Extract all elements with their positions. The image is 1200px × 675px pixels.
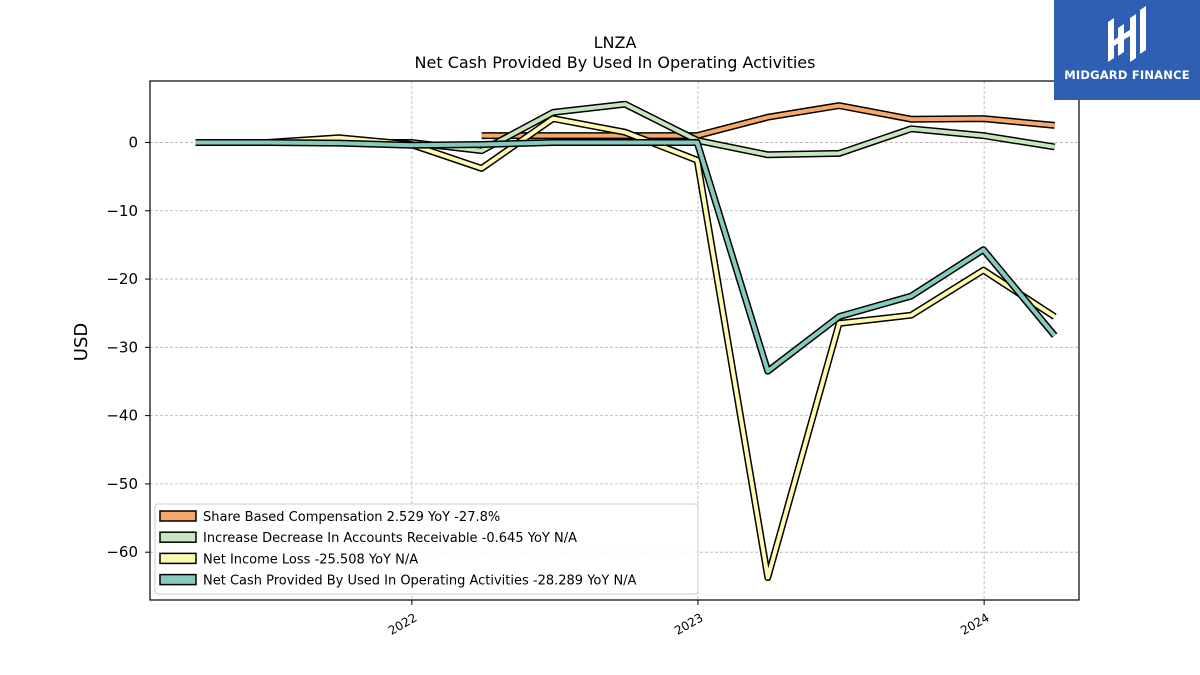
legend-entry-label: Increase Decrease In Accounts Receivable… <box>203 531 577 546</box>
series-1 <box>481 102 1056 140</box>
x-axis: 2022 2023 2024 <box>386 600 992 638</box>
x-tick-label: 2022 <box>386 610 419 637</box>
legend-entry-label: Share Based Compensation 2.529 YoY -27.8… <box>203 510 500 525</box>
series-line <box>195 140 1057 374</box>
series-4 <box>195 139 1058 375</box>
y-tick-label: −40 <box>106 407 138 425</box>
series-line <box>195 116 1056 580</box>
y-tick-label: −20 <box>106 270 138 288</box>
y-axis-label: USD <box>71 323 92 361</box>
y-tick-label: −60 <box>106 543 138 561</box>
y-axis: 0 −10 −20 −30 −40 −50 −60 <box>106 133 150 561</box>
series-3 <box>195 115 1057 581</box>
series-layer <box>195 100 1058 581</box>
y-tick-label: −10 <box>106 202 138 220</box>
y-tick-label: −30 <box>106 338 138 356</box>
chart-subtitle: Net Cash Provided By Used In Operating A… <box>415 53 816 72</box>
brand-logo: MIDGARD FINANCE <box>1054 0 1200 100</box>
plot-frame <box>149 80 1080 601</box>
x-tick-label: 2023 <box>672 610 705 637</box>
midgard-logo-icon <box>1108 6 1146 62</box>
legend: Share Based Compensation 2.529 YoY -27.8… <box>154 503 699 595</box>
x-tick-label: 2024 <box>958 610 991 637</box>
legend-swatch <box>159 552 197 565</box>
series-line-outline <box>195 139 1058 375</box>
legend-swatch <box>159 573 197 586</box>
legend-entry-label: Net Cash Provided By Used In Operating A… <box>203 574 637 589</box>
legend-frame <box>154 503 699 595</box>
legend-swatch <box>159 510 197 522</box>
chart-title: LNZA <box>594 33 637 52</box>
legend-entry-label: Net Income Loss -25.508 YoY N/A <box>203 552 418 567</box>
y-tick-label: −50 <box>106 475 138 493</box>
y-tick-label: 0 <box>128 133 138 151</box>
series-line <box>481 103 1055 138</box>
legend-swatch <box>159 531 197 543</box>
brand-name: MIDGARD FINANCE <box>1064 68 1190 82</box>
